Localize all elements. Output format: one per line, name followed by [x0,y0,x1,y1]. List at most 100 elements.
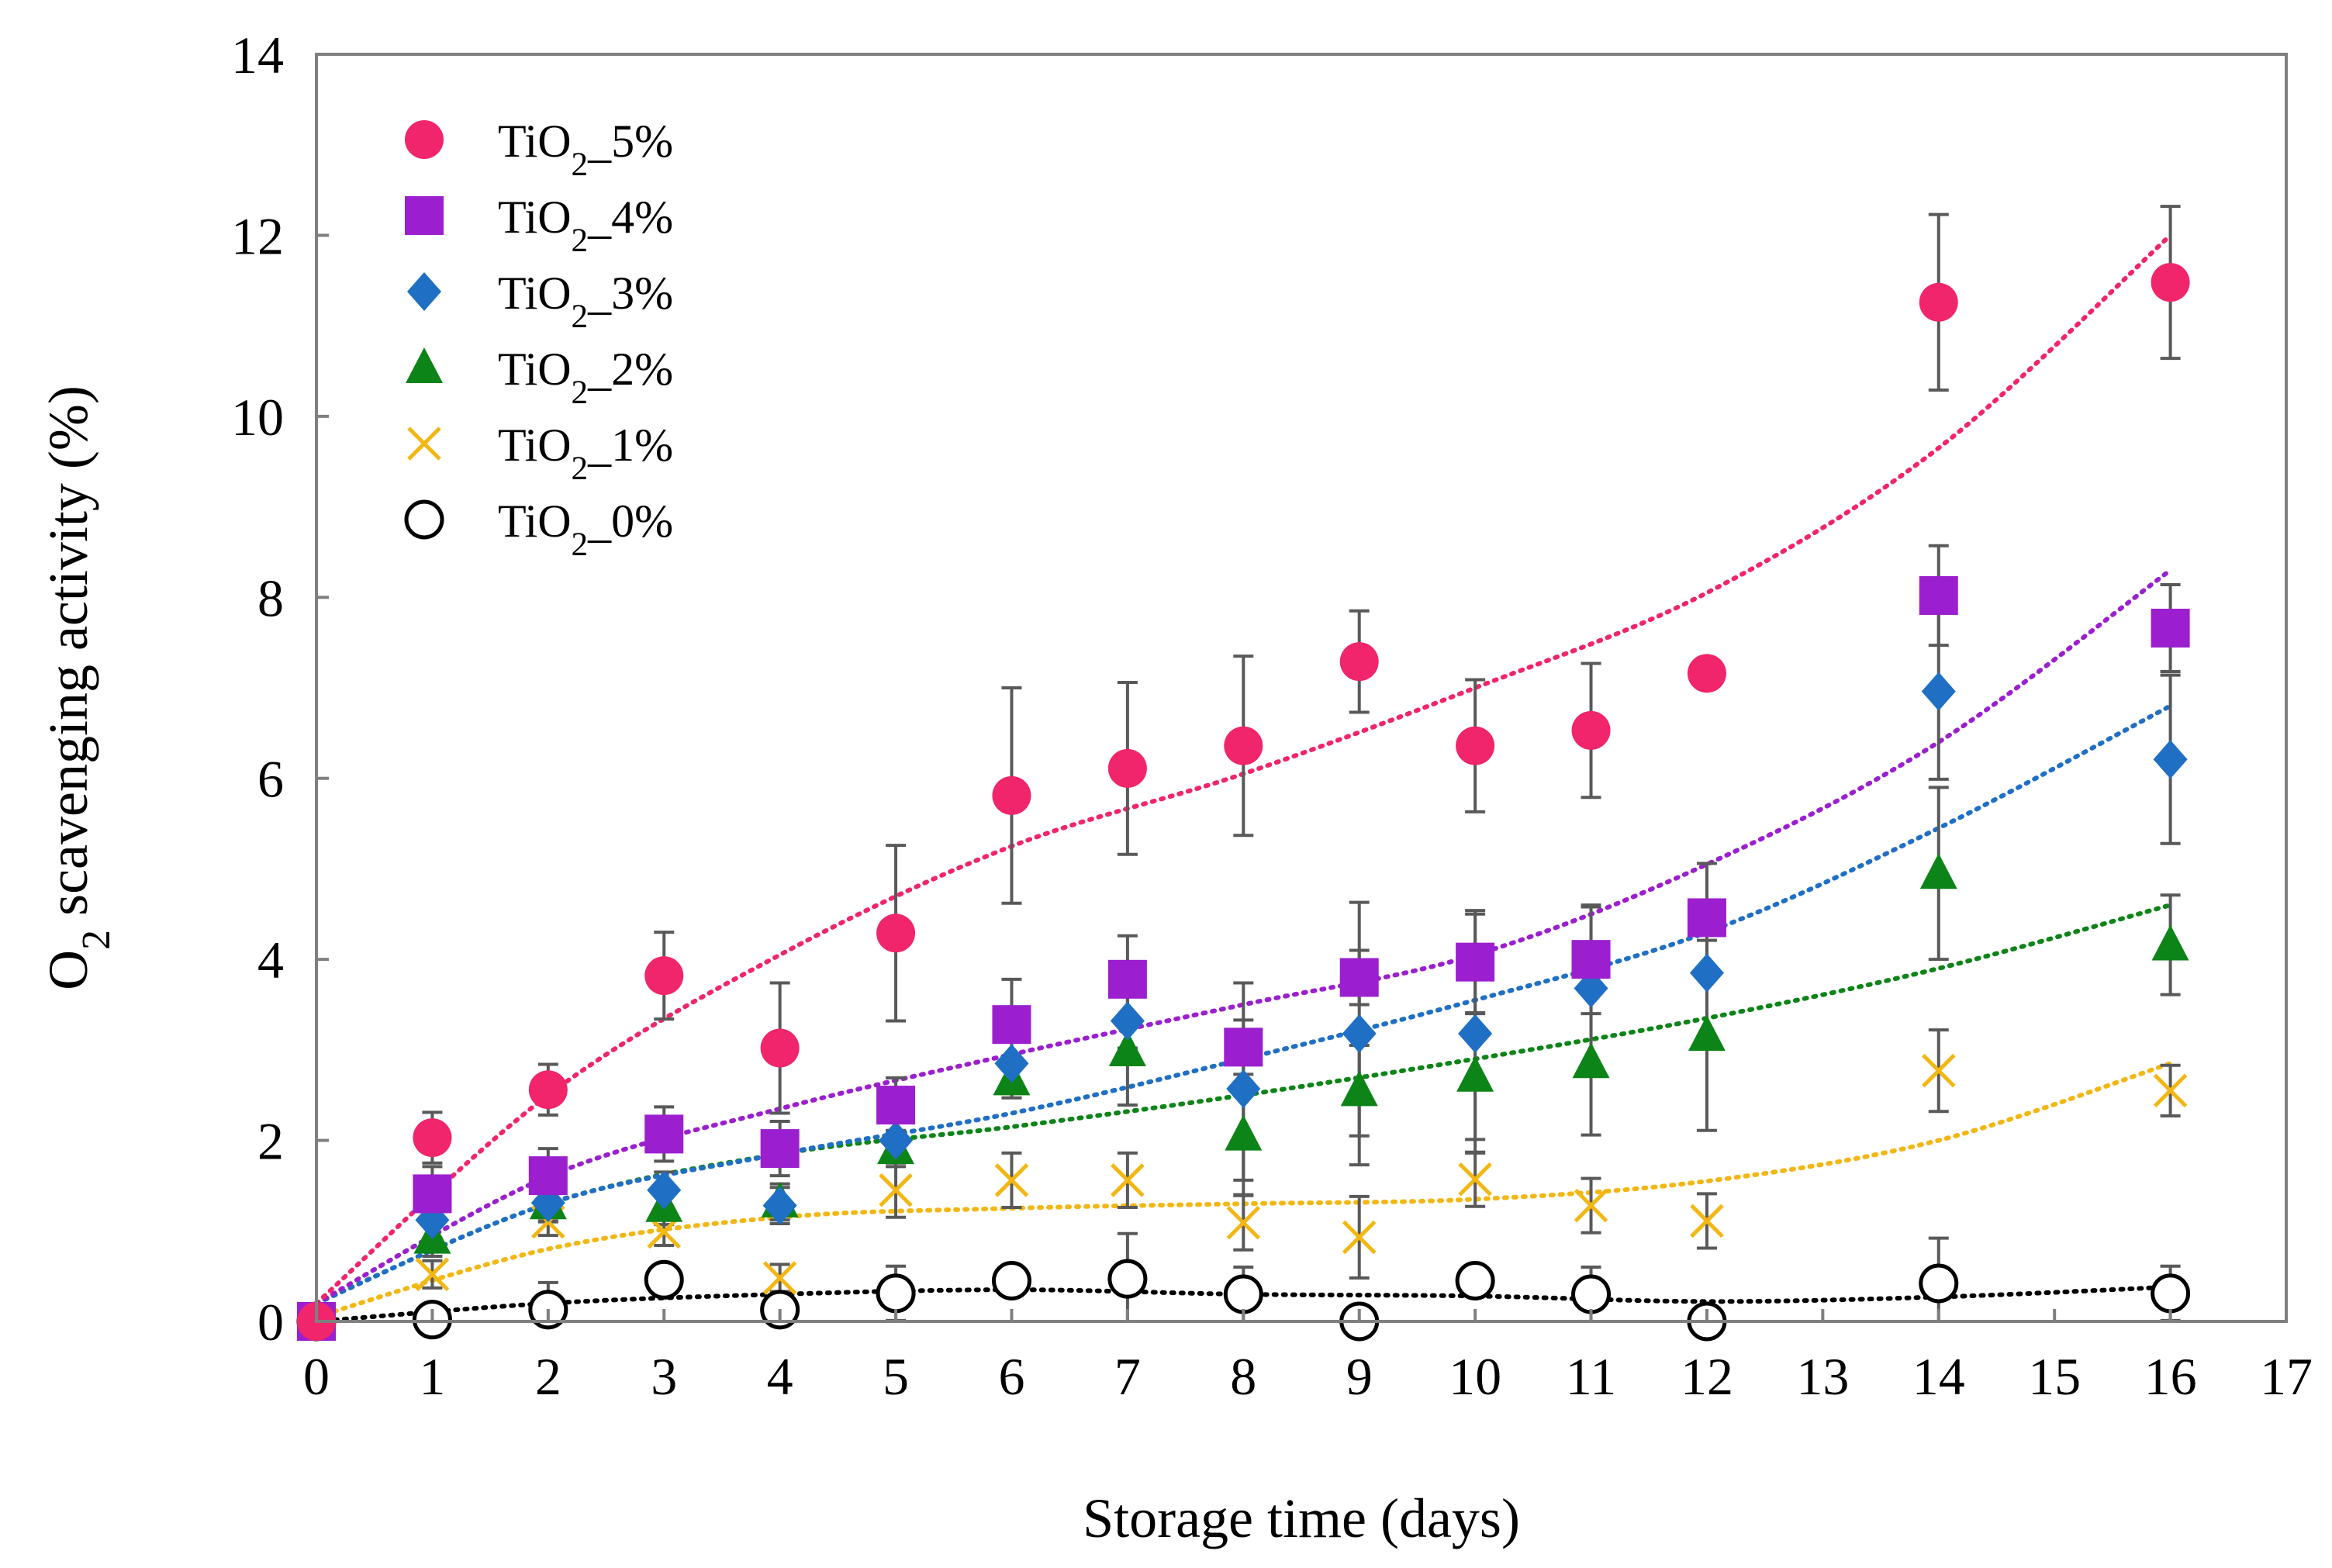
data-point-tio2-1 [1111,1163,1145,1197]
data-point-tio2-3 [879,1121,914,1160]
data-point-tio2-1 [1458,1162,1492,1197]
legend: TiO2_5% TiO2_4% TiO2_3% TiO2_2% TiO2_1% TiO2_… [404,116,673,563]
x-tick-label: 14 [1912,1347,1965,1406]
data-point-tio2-0 [644,1259,684,1300]
data-point-tio2-4 [1919,575,1958,615]
legend-marker-tio2-2 [406,347,443,383]
legend-label-tio2-1: TiO2_1% [498,420,673,487]
legend-marker-tio2-1 [407,427,441,461]
data-point-tio2-1 [1574,1188,1608,1223]
data-point-tio2-1 [1342,1220,1377,1255]
legend-marker-tio2-4 [405,196,444,235]
x-tick-label: 6 [998,1347,1024,1406]
y-tick-label: 4 [257,931,284,989]
x-tick-label: 2 [535,1347,561,1406]
x-tick-label: 16 [2144,1347,2197,1406]
data-point-tio2-2 [2151,924,2189,961]
data-point-tio2-5 [1456,726,1495,765]
data-point-tio2-5 [1571,710,1611,750]
data-point-tio2-0 [1455,1260,1495,1300]
data-point-tio2-0 [1919,1263,1959,1304]
legend-marker-tio2-5 [405,120,444,159]
data-point-tio2-1 [1921,1053,1956,1088]
data-point-tio2-0 [991,1260,1031,1300]
data-point-tio2-0 [1223,1274,1263,1314]
x-tick-label: 5 [883,1347,909,1406]
data-point-tio2-3 [1921,672,1956,711]
y-tick-label: 2 [257,1112,284,1171]
data-point-tio2-4 [1687,898,1726,938]
x-tick-label: 0 [303,1347,330,1406]
data-point-tio2-3 [1689,953,1724,993]
data-point-tio2-5 [1107,748,1147,788]
data-point-tio2-1 [994,1163,1029,1197]
data-point-tio2-0 [2151,1273,2191,1314]
data-point-tio2-4 [992,1005,1031,1045]
x-axis-title: Storage time (days) [1083,1487,1520,1549]
data-point-tio2-4 [1107,959,1147,999]
data-point-tio2-5 [1339,642,1379,682]
data-point-tio2-2 [1688,1015,1726,1052]
data-point-tio2-1 [879,1173,913,1207]
data-point-tio2-2 [1225,1114,1263,1151]
y-tick-label: 8 [257,568,284,627]
x-tick-label: 8 [1230,1347,1256,1406]
x-tick-label: 9 [1346,1347,1373,1406]
data-point-tio2-2 [1108,1031,1146,1067]
x-tick-label: 4 [767,1347,793,1406]
legend-label-tio2-2: TiO2_2% [498,344,673,411]
legend-marker-tio2-3 [407,272,441,311]
data-point-tio2-5 [2151,263,2190,302]
data-point-tio2-1 [1226,1206,1261,1240]
data-point-tio2-5 [528,1070,568,1110]
y-tick-label: 6 [257,750,284,809]
data-point-tio2-5 [876,914,916,953]
legend-label-tio2-0: TiO2_0% [498,496,673,563]
data-point-tio2-4 [1571,940,1611,979]
legend-label-tio2-3: TiO2_3% [498,268,673,335]
x-tick-label: 10 [1449,1347,1501,1406]
error-bar-layer [422,205,2181,1323]
data-point-tio2-2 [1572,1042,1610,1079]
y-tick-label: 14 [231,26,284,85]
data-point-tio2-4 [2151,608,2190,648]
data-point-tio2-1 [1690,1204,1724,1238]
data-point-tio2-1 [2153,1073,2188,1108]
x-tick-label: 1 [419,1347,445,1406]
y-tick-label: 0 [257,1293,284,1352]
data-point-tio2-1 [415,1257,450,1292]
data-point-tio2-3 [1226,1069,1261,1109]
legend-label-tio2-5: TiO2_5% [498,116,673,183]
data-point-tio2-2 [1919,853,1957,889]
data-point-tio2-4 [1339,958,1379,997]
data-point-tio2-5 [992,775,1031,815]
data-point-tio2-5 [760,1028,800,1068]
legend-label-tio2-4: TiO2_4% [498,192,673,259]
x-tick-label: 11 [1566,1347,1616,1406]
data-point-tio2-4 [413,1174,452,1214]
x-tick-label: 13 [1796,1347,1849,1406]
data-point-tio2-4 [876,1086,916,1125]
data-point-tio2-3 [762,1186,797,1225]
data-point-tio2-4 [528,1156,568,1196]
x-tick-label: 15 [2028,1347,2081,1406]
data-point-tio2-4 [1224,1027,1263,1067]
x-tick-label: 7 [1114,1347,1141,1406]
data-point-tio2-5 [1919,282,1958,322]
plot-area-frame [315,53,2288,1323]
data-point-tio2-5 [1224,726,1263,765]
data-point-tio2-3 [1458,1014,1493,1053]
x-tick-label: 12 [1681,1347,1733,1406]
x-tick-label: 3 [651,1347,677,1406]
data-point-tio2-0 [1571,1274,1612,1314]
data-point-tio2-2 [1340,1070,1378,1107]
trendline-tio2-0 [314,1284,2173,1324]
legend-marker-tio2-0 [404,499,444,540]
data-point-tio2-3 [1110,1001,1145,1041]
data-point-tio2-4 [644,1114,684,1154]
data-point-tio2-0 [1107,1259,1148,1299]
data-point-tio2-0 [876,1273,916,1314]
data-point-tio2-3 [647,1170,682,1210]
